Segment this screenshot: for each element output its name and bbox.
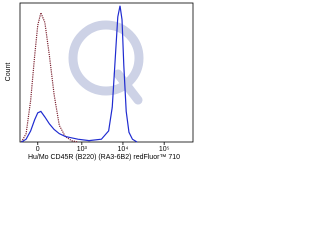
chart: Count Hu/Mo CD45R (B220) (RA3-6B2) redFl… bbox=[5, 2, 194, 161]
watermark-tail bbox=[113, 69, 143, 105]
x-tick-label: 10⁵ bbox=[159, 146, 170, 153]
x-axis-label: Hu/Mo CD45R (B220) (RA3-6B2) redFluor™ 7… bbox=[28, 154, 180, 161]
x-tick-label: 10³ bbox=[77, 146, 88, 153]
watermark bbox=[68, 20, 144, 105]
watermark-ring bbox=[68, 20, 144, 96]
x-tick-label: 0 bbox=[36, 146, 40, 153]
y-axis-label: Count bbox=[5, 63, 12, 82]
x-tick-label: 10⁴ bbox=[118, 146, 129, 153]
series-line bbox=[21, 5, 138, 143]
series-line bbox=[20, 10, 79, 143]
plot-frame bbox=[19, 2, 194, 143]
